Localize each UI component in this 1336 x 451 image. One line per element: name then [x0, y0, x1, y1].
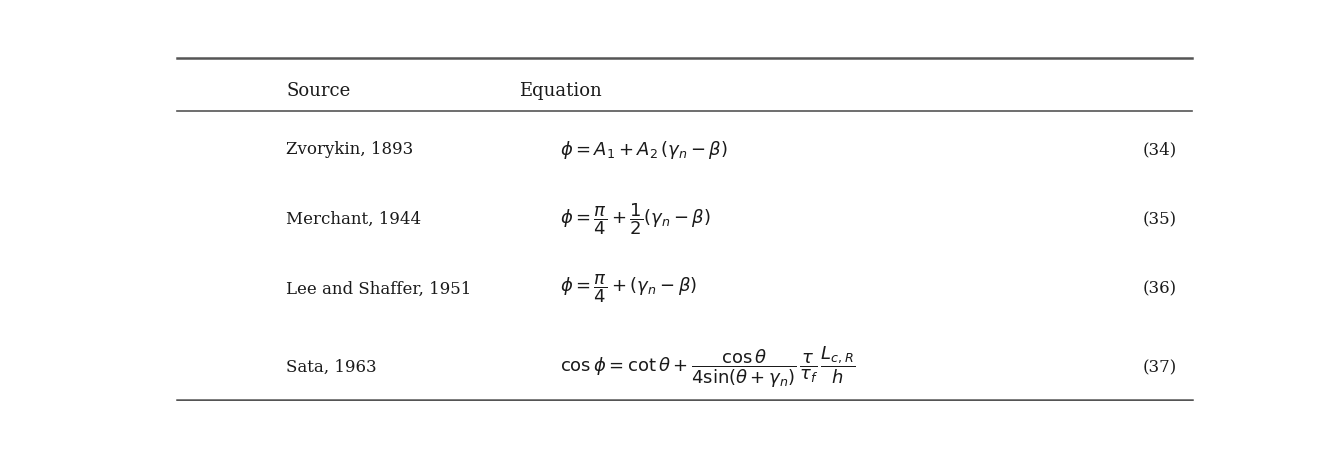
Text: (37): (37)	[1142, 358, 1177, 375]
Text: $\phi = A_1 + A_2\,(\gamma_n - \beta)$: $\phi = A_1 + A_2\,(\gamma_n - \beta)$	[561, 138, 728, 161]
Text: $\phi = \dfrac{\pi}{4} + (\gamma_n - \beta)$: $\phi = \dfrac{\pi}{4} + (\gamma_n - \be…	[561, 272, 697, 305]
Text: $\phi = \dfrac{\pi}{4} + \dfrac{1}{2}(\gamma_n - \beta)$: $\phi = \dfrac{\pi}{4} + \dfrac{1}{2}(\g…	[561, 201, 711, 237]
Text: (35): (35)	[1142, 211, 1177, 228]
Text: Merchant, 1944: Merchant, 1944	[286, 211, 421, 228]
Text: (36): (36)	[1142, 280, 1177, 297]
Text: (34): (34)	[1142, 141, 1177, 158]
Text: Zvorykin, 1893: Zvorykin, 1893	[286, 141, 413, 158]
Text: Equation: Equation	[520, 82, 601, 100]
Text: Sata, 1963: Sata, 1963	[286, 358, 377, 375]
Text: Lee and Shaffer, 1951: Lee and Shaffer, 1951	[286, 280, 472, 297]
Text: Source: Source	[286, 82, 350, 100]
Text: $\cos\phi = \cot\theta + \dfrac{\cos\theta}{4\sin(\theta + \gamma_n)}\,\dfrac{\t: $\cos\phi = \cot\theta + \dfrac{\cos\the…	[561, 344, 856, 389]
